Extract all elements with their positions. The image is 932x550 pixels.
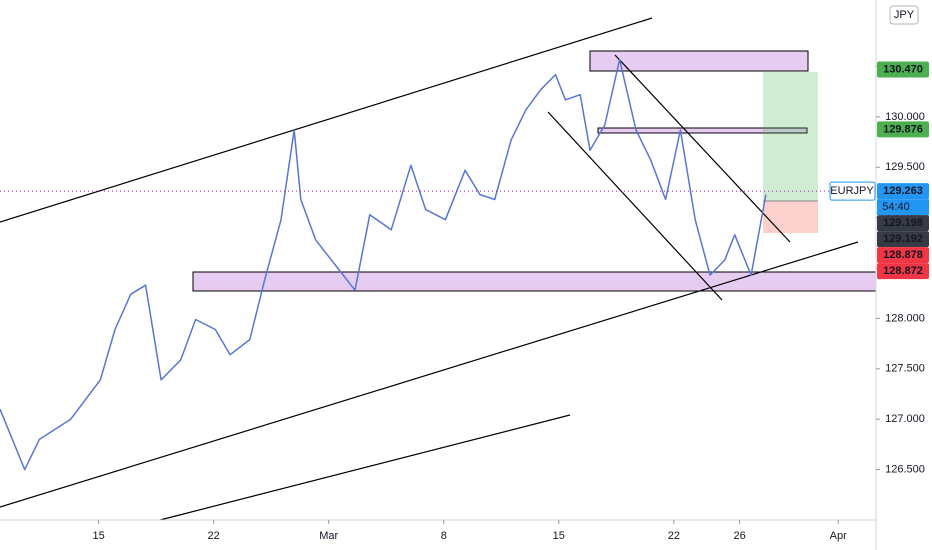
price-label-box: [877, 215, 929, 232]
price-label: 130.470: [883, 63, 923, 75]
stop-zone: [763, 201, 818, 233]
price-label-box: [877, 121, 929, 138]
y-tick-label: 129.500: [885, 161, 925, 173]
price-label-box: [877, 61, 929, 78]
currency-label: JPY: [894, 9, 915, 21]
currency-box: [889, 5, 919, 25]
trend-line: [0, 17, 653, 223]
countdown: 54:40: [882, 201, 910, 213]
x-tick-label: Apr: [830, 530, 847, 542]
symbol-box: [829, 181, 876, 201]
x-tick-label: Mar: [319, 530, 338, 542]
x-tick-label: 26: [733, 530, 745, 542]
zone: [192, 271, 877, 292]
price-label-box: [877, 263, 929, 280]
trend-line: [547, 111, 723, 301]
countdown-box: [877, 199, 929, 216]
x-tick-label: 15: [553, 530, 565, 542]
symbol-label: EURJPY: [830, 185, 874, 197]
zone: [589, 50, 809, 72]
y-tick-label: 128.000: [885, 312, 925, 324]
trend-line: [614, 54, 791, 243]
price-label: 129.876: [883, 123, 923, 135]
x-tick-label: 22: [668, 530, 680, 542]
target-zone: [763, 72, 818, 201]
price-label-box: [877, 231, 929, 248]
price-label-box: [877, 183, 929, 200]
price-label: 129.263: [883, 185, 923, 197]
y-tick-label: 126.500: [885, 464, 925, 476]
price-label: 128.872: [883, 265, 923, 277]
x-tick-label: 22: [208, 530, 220, 542]
y-tick-label: 127.000: [885, 413, 925, 425]
y-tick-label: 130.000: [885, 111, 925, 123]
trend-line: [0, 241, 859, 508]
price-label-box: [877, 247, 929, 264]
x-tick-label: 15: [92, 530, 104, 542]
price-label: 128.878: [883, 249, 923, 261]
trend-line: [159, 414, 571, 521]
y-tick-label: 127.500: [885, 363, 925, 375]
price-label: 129.192: [883, 233, 923, 245]
price-label: 129.198: [883, 217, 923, 229]
zone: [597, 127, 808, 134]
x-tick-label: 8: [441, 530, 447, 542]
price-line: [0, 58, 767, 471]
